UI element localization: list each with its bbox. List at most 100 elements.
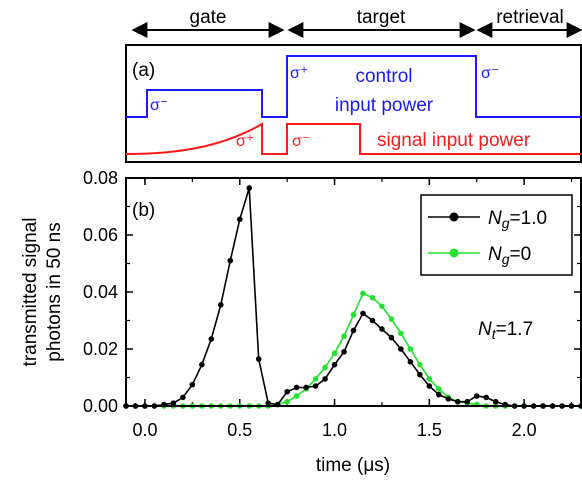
series-point [492,398,499,405]
control-label-line1: control [355,66,412,87]
y-tick-label: 0.00 [83,396,118,416]
series-point [293,393,300,399]
y-tick-label: 0.08 [83,168,118,188]
series-point [350,327,357,334]
series-point [369,294,376,301]
series-point [170,400,177,406]
y-tick-label: 0.06 [83,225,118,245]
legend: Ng=1.0Ng=0 [420,194,573,276]
series-point [445,396,452,402]
series-point [398,330,404,337]
series-point [284,388,290,395]
series-point [436,391,442,398]
panel-b-label: (b) [132,200,155,221]
series-point [312,383,319,389]
series-point [436,386,442,392]
series-point [426,383,433,389]
x-tick-label: 1.0 [322,420,347,440]
series-point [265,400,271,406]
control-pulse-3-polarization: σ⁻ [481,65,499,82]
legend-label-value: =0 [510,244,532,265]
series-point [379,303,385,310]
signal-pulse-1-polarization: σ⁺ [236,133,254,150]
phase-arrows: gate target retrieval [131,7,582,38]
series-point [293,384,300,391]
series-point [208,336,215,342]
legend-label-subscript: g [502,215,510,231]
series-point [255,356,262,362]
y-tick-label: 0.04 [83,282,118,302]
legend-marker [449,212,459,222]
series-point [398,346,404,352]
series-point [426,376,433,382]
plot-frame [125,177,582,407]
series-point [407,346,414,352]
legend-label-value: =1.0 [510,208,548,229]
series-point [180,394,186,401]
legend-label: Ng=1.0 [488,208,547,231]
nt-annotation: Nt=1.7 [478,319,533,342]
series-point [312,376,319,382]
y-axis-label-line1: transmitted signal [20,218,41,367]
gate-label: gate [190,7,227,28]
x-axis-ticks: 0.0 0.5 1.0 1.5 2.0 [132,178,573,440]
series-point [360,310,366,317]
nt-annotation-symbol: N [478,319,492,340]
series-point [388,316,395,322]
series-point [341,333,347,339]
series-point [189,381,196,388]
series-point [369,317,376,324]
series-point [322,376,328,382]
y-axis-ticks: 0.00 0.02 0.04 0.06 0.08 [83,168,581,416]
target-label: target [357,7,406,28]
series-point [483,394,490,401]
x-tick-label: 1.5 [417,420,442,440]
series-line [126,292,581,407]
series-point [360,290,366,297]
series-point [417,371,423,378]
control-pulse-1-polarization: σ⁻ [150,97,168,114]
legend-label: Ng=0 [488,244,531,267]
y-axis-label-line2: photons in 50 ns [44,222,65,361]
x-tick-label: 0.0 [132,420,157,440]
nt-annotation-value: =1.7 [496,319,534,340]
legend-label-subscript: g [502,251,510,267]
series-point [388,334,395,341]
x-axis-label: time (μs) [316,455,390,476]
legend-label-symbol: N [488,244,502,265]
series-point [236,216,243,223]
series-point [473,393,480,399]
series-point [284,398,290,405]
series-point [331,350,338,357]
legend-marker [449,248,459,258]
signal-pulse-2-polarization: σ⁻ [292,133,310,150]
legend-label-symbol: N [488,208,502,229]
series-point [417,361,423,368]
signal-label: signal input power [377,130,531,151]
series-point [454,398,461,405]
series-point [350,312,357,318]
series-point [331,361,338,368]
legend-box [420,194,573,276]
signal-power-trace [125,122,581,155]
control-power-trace [126,55,581,118]
panel-a-frame [125,44,582,163]
series-point [341,349,347,355]
panel-b: transmitted signal photons in 50 ns 0.00… [20,168,582,476]
series-point [303,384,309,391]
series-point [322,364,328,371]
retrieval-label: retrieval [496,7,564,28]
series-point [227,257,234,264]
control-pulse-2-polarization: σ⁺ [290,65,308,82]
series-point [246,185,253,191]
series-point [199,361,205,368]
panel-a: (a) σ⁻ σ⁺ σ⁻ control input power σ⁺ σ⁻ s… [125,44,582,163]
x-tick-label: 2.0 [512,420,537,440]
control-label-line2: input power [335,95,434,116]
series-point [464,398,471,405]
y-tick-label: 0.02 [83,339,118,359]
series-point [379,326,385,332]
x-tick-label: 0.5 [227,420,252,440]
nt-annotation-subscript: t [492,326,497,342]
